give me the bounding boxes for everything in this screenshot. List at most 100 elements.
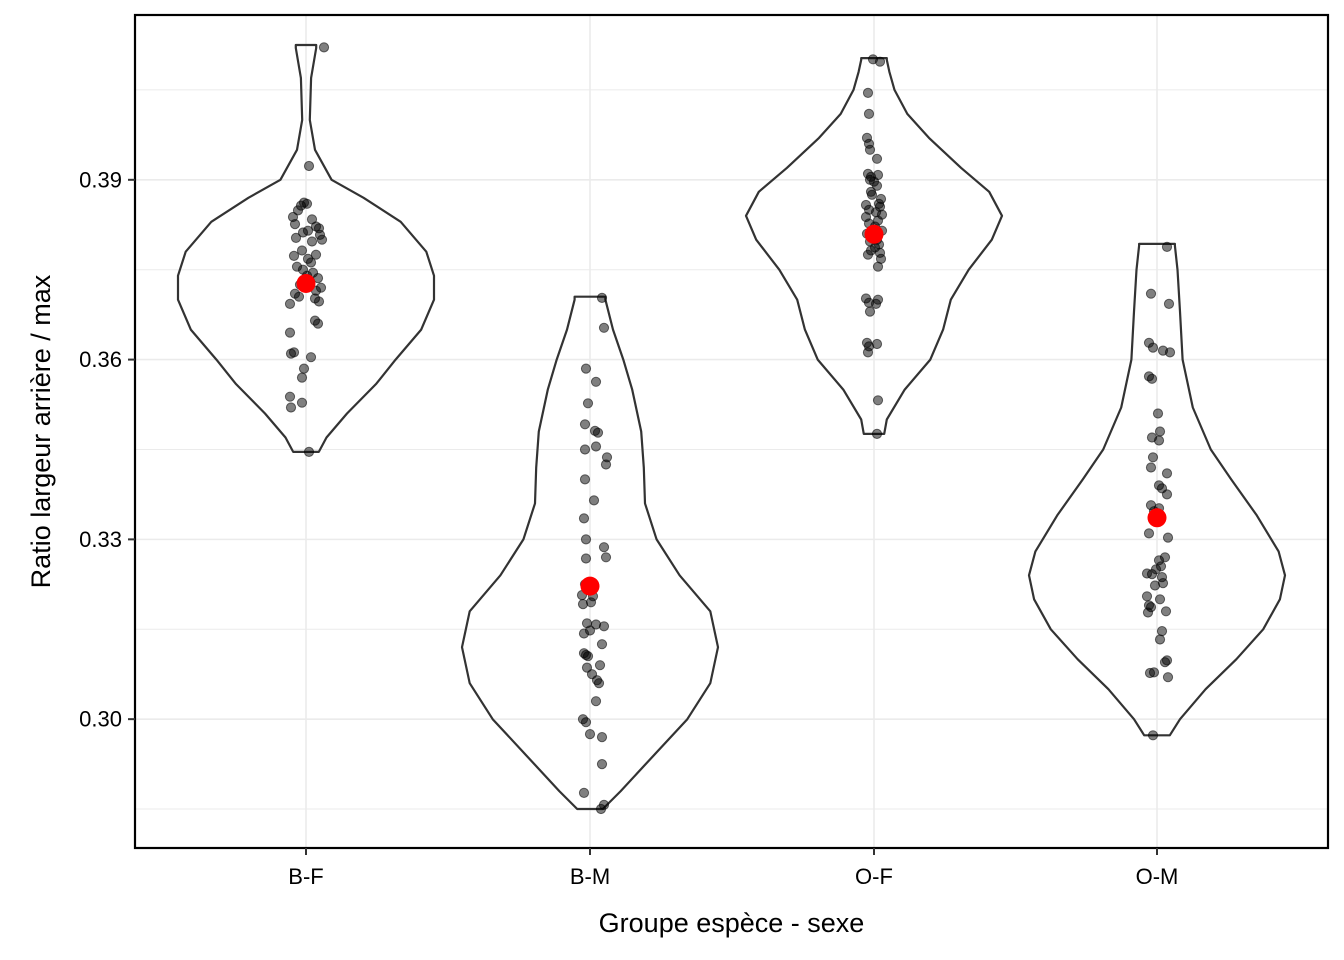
data-point-B-F bbox=[289, 219, 301, 230]
data-point-B-M bbox=[582, 651, 594, 662]
data-point-O-F bbox=[872, 261, 884, 272]
data-point-B-M bbox=[590, 696, 602, 707]
data-point-O-M bbox=[1149, 580, 1161, 591]
data-point-B-M bbox=[596, 639, 608, 650]
data-point-B-M bbox=[580, 534, 592, 545]
data-point-B-F bbox=[284, 391, 296, 402]
data-point-O-M bbox=[1164, 347, 1176, 358]
data-point-B-M bbox=[594, 660, 606, 671]
data-point-O-F bbox=[870, 298, 882, 309]
data-point-O-M bbox=[1143, 528, 1155, 539]
data-point-B-M bbox=[592, 427, 604, 438]
data-point-O-M bbox=[1145, 462, 1157, 473]
violin-O-M bbox=[1027, 242, 1287, 737]
data-point-O-F bbox=[872, 395, 884, 406]
data-point-B-M bbox=[596, 292, 608, 303]
data-point-O-F bbox=[866, 189, 878, 200]
data-point-B-F bbox=[288, 250, 300, 261]
data-point-B-M bbox=[598, 621, 610, 632]
data-point-O-F bbox=[871, 180, 883, 191]
violin-B-M bbox=[460, 295, 720, 811]
mean-marker-B-M bbox=[580, 576, 600, 596]
data-point-B-M bbox=[584, 729, 596, 740]
data-point-B-M bbox=[598, 322, 610, 333]
data-point-B-M bbox=[582, 398, 594, 409]
data-point-B-M bbox=[577, 599, 589, 610]
data-point-B-M bbox=[578, 787, 590, 799]
data-point-O-M bbox=[1156, 626, 1168, 637]
data-point-B-F bbox=[316, 234, 328, 245]
data-point-B-F bbox=[297, 227, 309, 238]
data-point-B-M bbox=[598, 542, 610, 553]
data-point-B-F bbox=[303, 160, 315, 172]
data-point-B-F bbox=[296, 397, 308, 408]
data-points bbox=[284, 42, 1176, 815]
data-point-B-M bbox=[590, 376, 602, 387]
plot-panel-border bbox=[133, 13, 1330, 850]
data-point-B-F bbox=[285, 348, 297, 359]
x-tick-label: B-M bbox=[570, 864, 610, 889]
data-point-O-M bbox=[1147, 452, 1159, 463]
data-point-B-F bbox=[296, 245, 308, 256]
data-point-O-M bbox=[1154, 426, 1166, 437]
violin-O-F bbox=[744, 57, 1004, 435]
data-point-O-M bbox=[1142, 607, 1154, 618]
data-point-B-F bbox=[298, 363, 310, 374]
data-point-B-F bbox=[310, 249, 322, 260]
mean-marker-O-M bbox=[1147, 508, 1167, 528]
data-point-B-M bbox=[579, 474, 591, 485]
data-point-O-M bbox=[1147, 730, 1159, 741]
data-point-O-M bbox=[1163, 298, 1175, 309]
data-point-B-F bbox=[290, 232, 302, 243]
x-tick-label: O-M bbox=[1136, 864, 1179, 889]
data-point-B-M bbox=[590, 441, 602, 452]
data-point-O-M bbox=[1161, 241, 1173, 252]
data-point-O-M bbox=[1161, 468, 1173, 479]
data-point-O-M bbox=[1141, 591, 1153, 602]
data-point-B-F bbox=[284, 298, 296, 309]
data-point-O-M bbox=[1153, 435, 1165, 446]
data-point-O-M bbox=[1154, 594, 1166, 605]
data-point-B-F bbox=[293, 291, 305, 302]
data-point-O-M bbox=[1152, 408, 1164, 419]
data-point-B-F bbox=[284, 327, 296, 338]
data-point-O-F bbox=[862, 249, 874, 260]
y-tick-label: 0.30 bbox=[79, 707, 122, 732]
data-point-B-F bbox=[306, 236, 318, 247]
x-tick-label: O-F bbox=[855, 864, 893, 889]
y-tick-label: 0.39 bbox=[79, 167, 122, 192]
data-point-O-F bbox=[862, 87, 874, 99]
mean-marker-B-F bbox=[296, 274, 316, 293]
data-point-O-M bbox=[1147, 342, 1159, 353]
violin-B-F bbox=[176, 43, 436, 453]
y-axis-title: Ratio largeur arrière / max bbox=[26, 274, 56, 588]
data-point-O-F bbox=[871, 428, 883, 439]
data-point-B-M bbox=[596, 732, 608, 743]
data-point-O-M bbox=[1159, 657, 1171, 668]
data-point-B-F bbox=[296, 372, 308, 383]
data-point-B-M bbox=[578, 513, 590, 524]
data-point-B-F bbox=[305, 257, 317, 268]
data-point-O-M bbox=[1162, 532, 1174, 543]
data-point-O-M bbox=[1145, 288, 1157, 299]
data-point-O-M bbox=[1146, 569, 1158, 580]
data-point-B-M bbox=[600, 552, 612, 563]
y-tick-label: 0.33 bbox=[79, 527, 122, 552]
data-point-O-M bbox=[1162, 672, 1174, 683]
data-point-B-F bbox=[312, 318, 324, 329]
violins bbox=[176, 43, 1287, 811]
data-point-O-M bbox=[1160, 606, 1172, 617]
data-point-B-F bbox=[313, 296, 325, 307]
data-point-B-F bbox=[303, 446, 315, 457]
data-point-B-M bbox=[580, 553, 592, 564]
data-point-O-F bbox=[862, 347, 874, 358]
data-point-B-M bbox=[579, 444, 591, 455]
mean-marker-O-F bbox=[864, 224, 884, 244]
x-axis-title: Groupe espèce - sexe bbox=[599, 908, 865, 938]
data-point-O-M bbox=[1146, 373, 1158, 384]
mean-markers bbox=[296, 224, 1167, 596]
data-point-B-M bbox=[588, 495, 600, 506]
data-point-B-M bbox=[600, 459, 612, 470]
y-tick-label: 0.36 bbox=[79, 347, 122, 372]
